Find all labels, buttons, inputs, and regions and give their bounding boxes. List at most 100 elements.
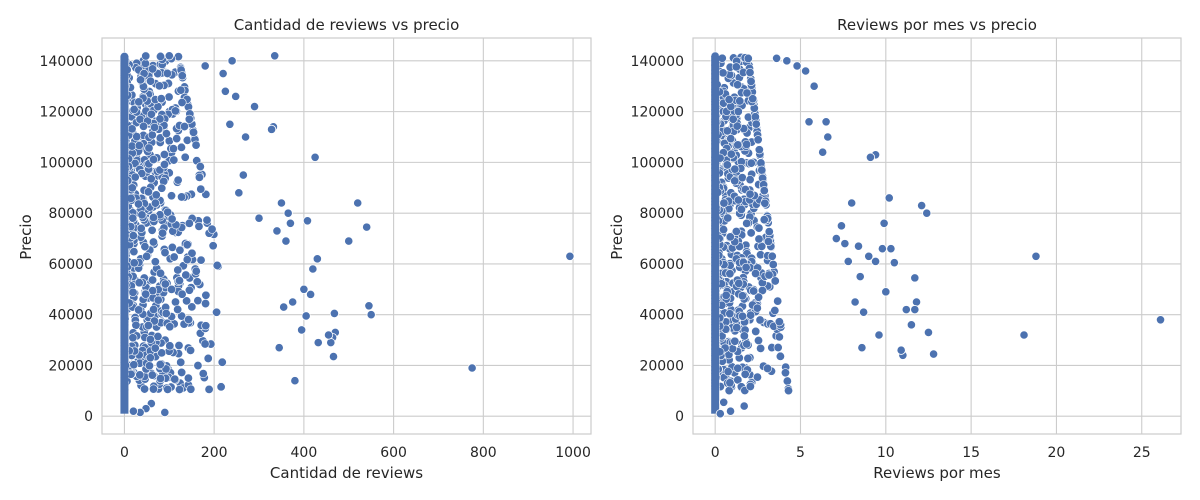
data-point xyxy=(565,251,575,261)
cluster-point xyxy=(767,251,777,261)
cluster-point xyxy=(157,183,167,193)
cluster-point xyxy=(725,309,735,319)
cluster-point xyxy=(176,85,186,95)
y-tick-label: 20000 xyxy=(639,358,684,374)
data-point xyxy=(301,311,311,321)
cluster-point xyxy=(742,139,752,149)
cluster-point xyxy=(198,369,208,379)
data-points xyxy=(715,53,1166,419)
cluster-point xyxy=(217,357,227,367)
cluster-point xyxy=(196,184,206,194)
cluster-point xyxy=(147,370,157,380)
cluster-point xyxy=(162,68,172,78)
cluster-point xyxy=(140,242,150,252)
x-tick-label: 15 xyxy=(962,445,980,461)
data-point xyxy=(353,198,363,208)
cluster-point xyxy=(725,378,735,388)
cluster-point xyxy=(137,210,147,220)
cluster-point xyxy=(755,315,765,325)
cluster-point xyxy=(770,306,780,316)
cluster-point xyxy=(164,92,174,102)
cluster-point xyxy=(142,251,152,261)
cluster-point xyxy=(159,160,169,170)
cluster-point xyxy=(134,305,144,315)
data-point xyxy=(310,152,320,162)
cluster-point xyxy=(723,213,733,223)
cluster-point xyxy=(184,114,194,124)
x-tick-label: 10 xyxy=(877,445,895,461)
cluster-point xyxy=(177,289,187,299)
data-point xyxy=(910,305,920,315)
cluster-point xyxy=(740,369,750,379)
data-point xyxy=(772,53,782,63)
cluster-point xyxy=(732,121,742,131)
cluster-point xyxy=(749,286,759,296)
cluster-point xyxy=(153,295,163,305)
data-point xyxy=(874,330,884,340)
cluster-point xyxy=(140,384,150,394)
cluster-point xyxy=(773,342,783,352)
cluster-point xyxy=(724,95,734,105)
cluster-point xyxy=(170,374,180,384)
cluster-point xyxy=(774,332,784,342)
data-point xyxy=(164,51,174,61)
cluster-point xyxy=(177,97,187,107)
data-point xyxy=(364,301,374,311)
y-tick-label: 40000 xyxy=(48,308,93,324)
cluster-point xyxy=(191,266,201,276)
cluster-point xyxy=(135,370,145,380)
cluster-point xyxy=(756,343,766,353)
data-point xyxy=(326,338,336,348)
cluster-point xyxy=(745,175,755,185)
cluster-point xyxy=(154,81,164,91)
data-point xyxy=(297,325,307,335)
data-point xyxy=(843,256,853,266)
cluster-point xyxy=(127,124,137,134)
y-tick-label: 80000 xyxy=(48,206,93,222)
cluster-point xyxy=(196,255,206,265)
cluster-point xyxy=(143,320,153,330)
cluster-point xyxy=(722,160,732,170)
cluster-point xyxy=(150,122,160,132)
cluster-point xyxy=(150,257,160,267)
cluster-point xyxy=(204,384,214,394)
cluster-point xyxy=(723,367,733,377)
cluster-point xyxy=(160,279,170,289)
data-point xyxy=(857,343,867,353)
cluster-point xyxy=(736,204,746,214)
cluster-point xyxy=(136,75,146,85)
cluster-point xyxy=(201,290,211,300)
cluster-point xyxy=(751,268,761,278)
cluster-point xyxy=(176,142,186,152)
cluster-point xyxy=(745,381,755,391)
cluster-point xyxy=(173,175,183,185)
data-point xyxy=(896,345,906,355)
cluster-point xyxy=(194,172,204,182)
cluster-point xyxy=(165,322,175,332)
cluster-point xyxy=(160,248,170,258)
data-point xyxy=(855,272,865,282)
cluster-point xyxy=(753,135,763,145)
cluster-point xyxy=(192,277,202,287)
data-point xyxy=(299,284,309,294)
cluster-point xyxy=(742,218,752,228)
data-point xyxy=(884,193,894,203)
cluster-point xyxy=(746,228,756,238)
cluster-point xyxy=(742,88,752,98)
cluster-point xyxy=(148,237,158,247)
cluster-point xyxy=(146,76,156,86)
cluster-point xyxy=(145,334,155,344)
data-point xyxy=(823,132,833,142)
cluster-point xyxy=(202,215,212,225)
cluster-point xyxy=(203,353,213,363)
cluster-point xyxy=(130,172,140,182)
cluster-point xyxy=(148,64,158,74)
y-axis-label: Precio xyxy=(608,214,626,259)
cluster-point xyxy=(161,308,171,318)
data-point xyxy=(225,119,235,129)
cluster-point xyxy=(719,225,729,235)
cluster-point xyxy=(745,189,755,199)
scatter-panel-reviews-per-month: 020000400006000080000100000120000140000 … xyxy=(608,16,1182,482)
data-point xyxy=(910,273,920,283)
